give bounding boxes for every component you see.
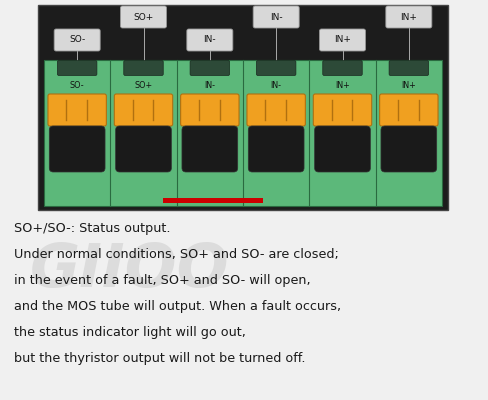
FancyBboxPatch shape xyxy=(114,94,173,126)
Text: IN-: IN- xyxy=(270,12,283,22)
FancyBboxPatch shape xyxy=(247,94,305,126)
FancyBboxPatch shape xyxy=(381,126,437,172)
Text: SO+: SO+ xyxy=(134,82,153,90)
FancyBboxPatch shape xyxy=(389,60,428,76)
FancyBboxPatch shape xyxy=(48,94,106,126)
Text: in the event of a fault, SO+ and SO- will open,: in the event of a fault, SO+ and SO- wil… xyxy=(14,274,311,287)
Text: SO+: SO+ xyxy=(133,12,154,22)
Bar xyxy=(44,60,442,206)
Text: but the thyristor output will not be turned off.: but the thyristor output will not be tur… xyxy=(14,352,305,365)
FancyBboxPatch shape xyxy=(386,6,432,28)
FancyBboxPatch shape xyxy=(320,29,366,51)
Text: and the MOS tube will output. When a fault occurs,: and the MOS tube will output. When a fau… xyxy=(14,300,341,313)
Text: SO-: SO- xyxy=(69,36,85,44)
Text: SO+/SO-: Status output.: SO+/SO-: Status output. xyxy=(14,222,170,235)
FancyBboxPatch shape xyxy=(190,60,229,76)
FancyBboxPatch shape xyxy=(124,60,163,76)
Text: Under normal conditions, SO+ and SO- are closed;: Under normal conditions, SO+ and SO- are… xyxy=(14,248,339,261)
FancyBboxPatch shape xyxy=(187,29,233,51)
Text: IN+: IN+ xyxy=(334,36,351,44)
Text: IN-: IN- xyxy=(204,82,215,90)
FancyBboxPatch shape xyxy=(58,60,97,76)
FancyBboxPatch shape xyxy=(380,94,438,126)
FancyBboxPatch shape xyxy=(256,60,296,76)
FancyBboxPatch shape xyxy=(116,126,171,172)
FancyBboxPatch shape xyxy=(49,126,105,172)
Text: IN-: IN- xyxy=(203,36,216,44)
Bar xyxy=(38,5,448,210)
Text: GⅠⅠOO: GⅠⅠOO xyxy=(30,240,230,300)
Bar xyxy=(163,198,263,203)
FancyBboxPatch shape xyxy=(323,60,362,76)
FancyBboxPatch shape xyxy=(121,6,166,28)
FancyBboxPatch shape xyxy=(181,94,239,126)
FancyBboxPatch shape xyxy=(182,126,238,172)
Text: the status indicator light will go out,: the status indicator light will go out, xyxy=(14,326,246,339)
Text: SO-: SO- xyxy=(70,82,84,90)
FancyBboxPatch shape xyxy=(248,126,304,172)
Text: IN+: IN+ xyxy=(400,12,417,22)
Text: IN+: IN+ xyxy=(402,82,416,90)
FancyBboxPatch shape xyxy=(315,126,370,172)
Text: IN+: IN+ xyxy=(335,82,350,90)
FancyBboxPatch shape xyxy=(54,29,100,51)
Text: IN-: IN- xyxy=(271,82,282,90)
FancyBboxPatch shape xyxy=(313,94,372,126)
FancyBboxPatch shape xyxy=(253,6,299,28)
